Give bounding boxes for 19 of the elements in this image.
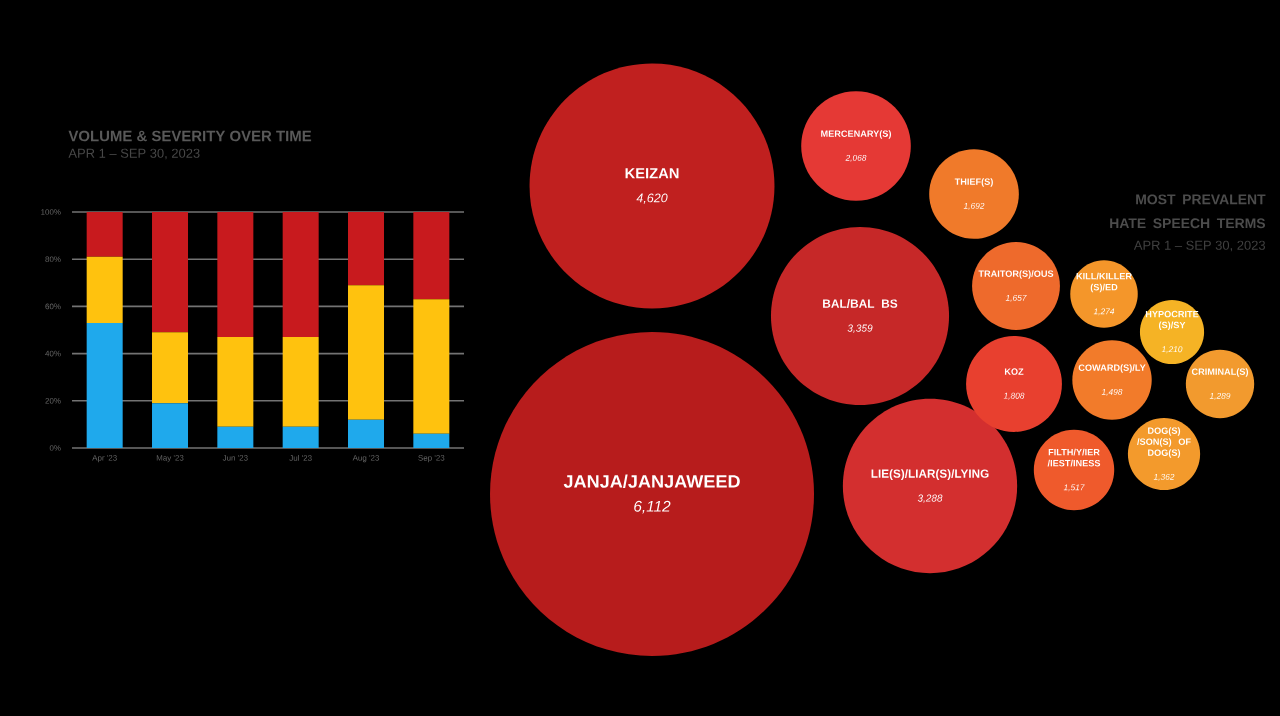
- bar: [413, 433, 450, 448]
- bar: [413, 211, 450, 300]
- bar: [86, 322, 123, 448]
- bar: [152, 403, 189, 448]
- bar: [86, 211, 123, 257]
- bar: [348, 211, 385, 286]
- bar: [282, 426, 319, 448]
- bar: [282, 211, 319, 338]
- category-label: JANJA/JANJAWEED: [563, 474, 740, 488]
- bar: [348, 285, 385, 420]
- bar: [282, 337, 319, 427]
- bar: [86, 256, 123, 323]
- bar: [217, 211, 254, 338]
- bar: [152, 211, 189, 333]
- bar: [413, 299, 450, 434]
- bar: [152, 332, 189, 404]
- bar: [217, 337, 254, 427]
- bar: [217, 426, 254, 448]
- bar: [348, 419, 385, 448]
